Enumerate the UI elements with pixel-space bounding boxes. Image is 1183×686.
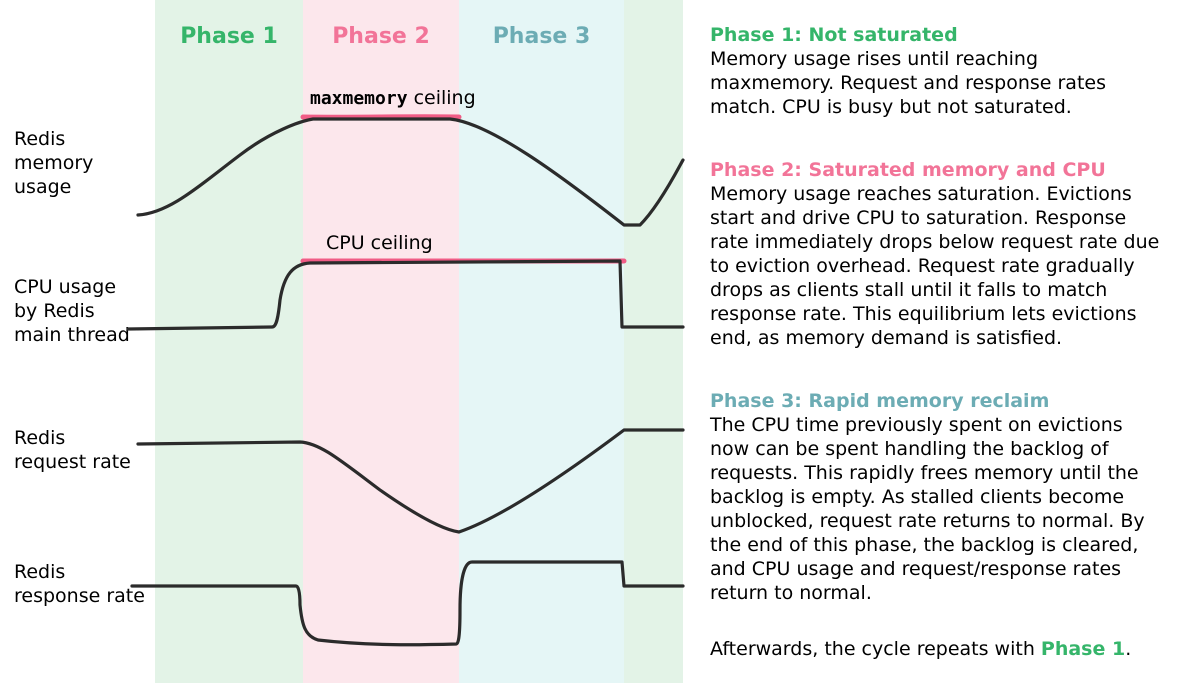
explain-afterwards: Afterwards, the cycle repeats with Phase… xyxy=(710,638,1165,662)
explain-phase-3-body: The CPU time previously spent on evictio… xyxy=(710,414,1145,604)
explain-phase-2: Phase 2: Saturated memory and CPU Memory… xyxy=(710,159,1165,351)
curve-cpu-usage xyxy=(128,261,683,329)
explain-phase-2-body: Memory usage reaches saturation. Evictio… xyxy=(710,183,1159,349)
explain-phase-3-title: Phase 3: Rapid memory reclaim xyxy=(710,390,1049,412)
afterwards-phase-1-label: Phase 1 xyxy=(1041,638,1125,660)
explain-phase-1: Phase 1: Not saturated Memory usage rise… xyxy=(710,24,1165,120)
curve-response-rate xyxy=(132,562,683,645)
explain-phase-1-body: Memory usage rises until reaching maxmem… xyxy=(710,48,1106,118)
afterwards-suffix: . xyxy=(1125,638,1131,660)
curve-memory-usage xyxy=(138,119,683,225)
afterwards-prefix: Afterwards, the cycle repeats with xyxy=(710,638,1041,660)
explain-phase-2-title: Phase 2: Saturated memory and CPU xyxy=(710,159,1106,181)
explain-phase-3: Phase 3: Rapid memory reclaim The CPU ti… xyxy=(710,390,1165,605)
curve-request-rate xyxy=(138,430,683,532)
explain-phase-1-title: Phase 1: Not saturated xyxy=(710,24,958,46)
curve-memory-ceiling xyxy=(303,117,459,118)
